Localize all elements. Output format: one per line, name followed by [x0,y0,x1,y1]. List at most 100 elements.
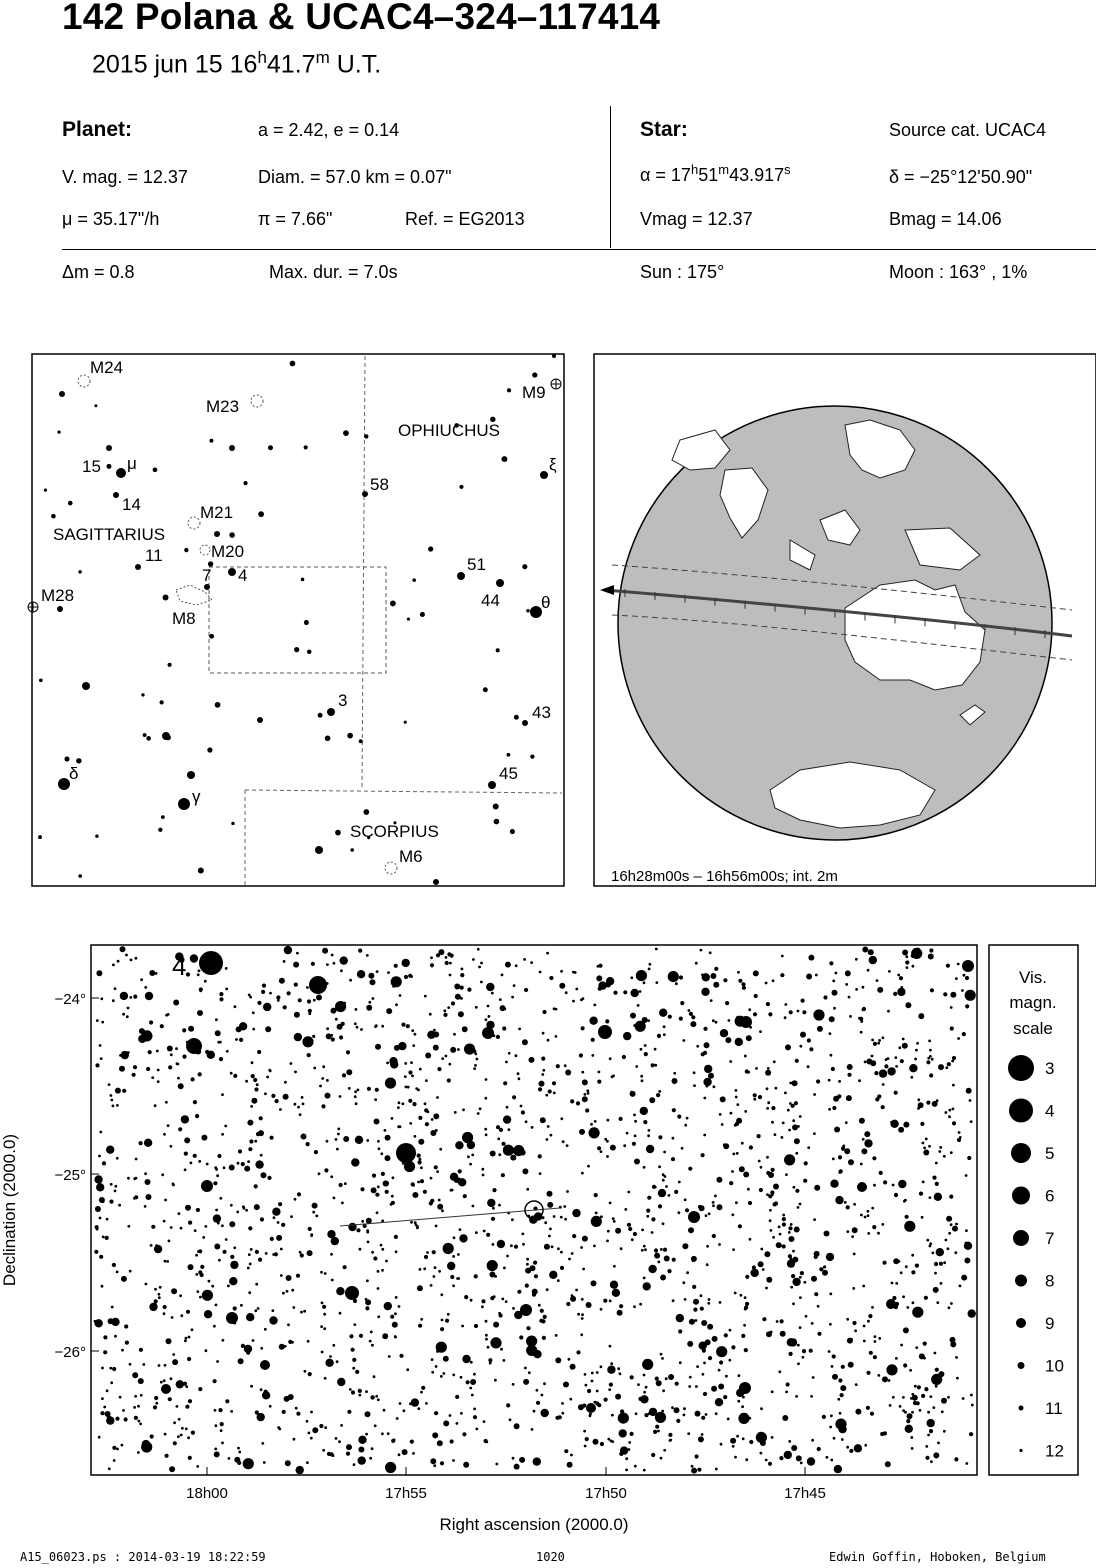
planet-diameter: Diam. = 57.0 km = 0.07" [258,167,452,187]
field-star [892,1295,897,1301]
field-star [457,1253,460,1256]
field-star [199,1272,204,1278]
field-star [486,1232,491,1237]
field-star [348,1222,357,1232]
field-star [552,1091,556,1095]
field-star [951,1121,957,1126]
field-star [816,1025,823,1032]
field-star [734,1455,737,1459]
target-star-marker [524,1200,544,1220]
field-star [336,1147,339,1151]
field-star [878,1170,883,1175]
field-star [376,1287,380,1290]
legend-mag-label: 7 [1045,1229,1054,1248]
field-star [312,998,316,1002]
field-star [606,1239,609,1243]
field-star [147,1050,152,1055]
finder-star [257,717,263,723]
field-star [219,992,224,997]
field-star [590,1122,593,1126]
field-star [703,1133,707,1137]
field-star [598,981,607,990]
field-star [290,1215,293,1218]
field-star [927,1433,930,1437]
field-star [877,1041,880,1045]
field-star [272,1216,276,1220]
field-star [918,1191,924,1196]
field-star [759,1440,766,1446]
field-star [105,1389,109,1393]
field-star [447,952,452,957]
field-star [122,1088,127,1093]
field-star [469,1386,473,1390]
field-star [412,1183,415,1187]
field-star [423,1267,427,1271]
field-star [431,1370,435,1374]
field-star [678,1016,683,1021]
field-star [195,1253,199,1257]
field-star [929,1055,932,1058]
field-star [803,1178,808,1183]
field-star [546,1190,553,1197]
field-star [242,1205,245,1209]
finder-star [406,617,411,621]
field-star [662,1247,668,1252]
direction-arrow [600,585,614,595]
field-star [390,976,402,988]
field-star [475,1231,478,1234]
field-star [845,983,849,986]
field-star [283,945,293,955]
field-star [379,1243,383,1247]
field-star [338,1182,343,1188]
field-star [657,1204,663,1209]
field-star [956,1376,959,1380]
finder-star [51,513,56,519]
star-dec: δ = −25°12'50.90" [889,167,1033,187]
field-star [964,975,970,981]
field-star [230,1260,239,1270]
field-star [375,1043,381,1050]
field-star [229,1071,233,1075]
field-star [903,1199,906,1203]
field-star [457,1011,464,1018]
field-star [411,1029,415,1032]
field-star [642,1282,651,1291]
finder-star [526,608,530,613]
field-star [852,1252,856,1256]
finder-star [522,720,528,726]
field-star [282,1005,287,1010]
field-star [95,1019,99,1022]
field-star [827,1350,831,1353]
field-star [687,1340,694,1347]
field-star [265,1026,272,1033]
star-ra-sec: 43.917 [729,165,785,185]
field-star [704,1064,713,1074]
field-star [545,1093,549,1097]
finder-star [315,846,323,854]
field-star [541,1216,545,1220]
field-star [955,1356,958,1359]
field-star [460,967,464,971]
field-star [111,999,115,1003]
field-star [490,1216,496,1221]
field-star [741,982,746,987]
magnitude-legend [988,944,1079,1476]
field-star [116,959,120,963]
field-star [691,1467,698,1474]
label-m20: M20 [211,542,244,561]
field-star [581,1079,588,1086]
field-star [766,1107,769,1110]
field-star [882,1260,887,1265]
field-star [934,1384,938,1388]
field-star [785,1044,791,1051]
field-star [454,983,461,990]
field-star [324,1092,331,1099]
field-star [765,1069,772,1076]
field-star [840,1385,847,1392]
field-star [628,1035,631,1038]
field-star [799,1296,802,1299]
field-star [956,1137,962,1143]
field-star [630,976,634,980]
field-star [832,1373,838,1380]
field-star [881,1083,885,1086]
